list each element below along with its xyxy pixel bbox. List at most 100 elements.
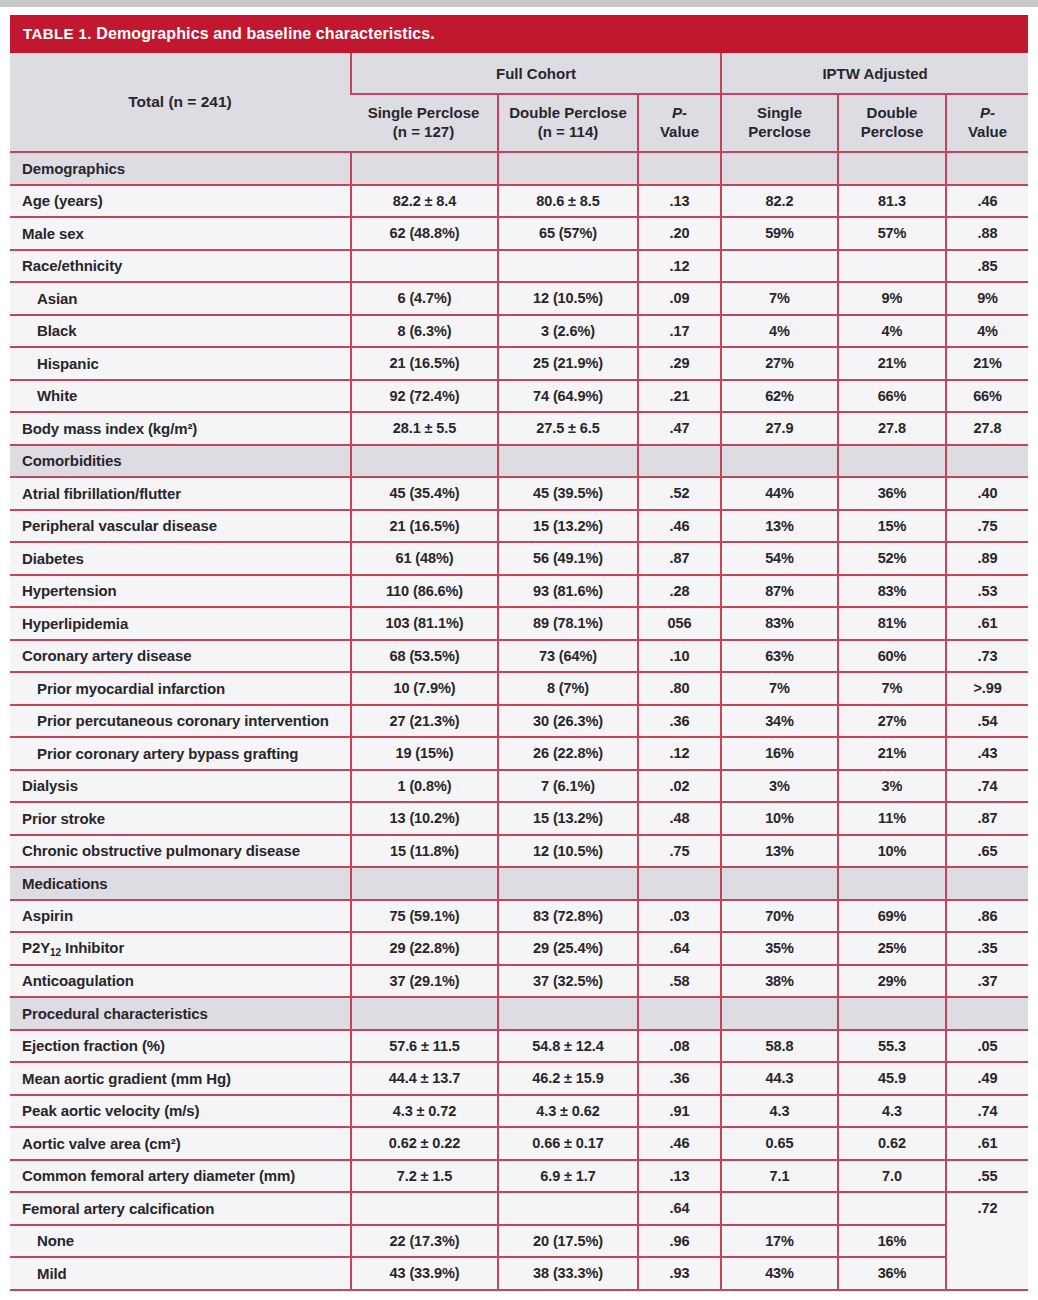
table-row: Femoral artery calcification.64.72 [10, 1193, 1028, 1226]
table-row: Race/ethnicity.12.85 [10, 251, 1028, 284]
cell-single-perclose-full: 37 (29.1%) [350, 966, 497, 999]
cell-single-perclose-full: 8 (6.3%) [350, 316, 497, 349]
section-cell-single-perclose-iptw [720, 446, 837, 479]
cell-single-perclose-iptw: 3% [720, 771, 837, 804]
cell-single-perclose-full: 68 (53.5%) [350, 641, 497, 674]
section-cell-double-perclose-full [497, 998, 637, 1031]
row-label: Hyperlipidemia [10, 608, 350, 641]
table-title-text: Demographics and baseline characteristic… [96, 25, 435, 42]
cell-p-value-iptw: 27.8 [945, 413, 1028, 446]
cell-double-perclose-iptw: 0.62 [837, 1128, 945, 1161]
cell-p-value-iptw: .72 [945, 1193, 1028, 1291]
cell-double-perclose-full [497, 251, 637, 284]
cell-p-value-full: .64 [637, 933, 720, 966]
cell-double-perclose-iptw: 81.3 [837, 186, 945, 219]
cell-p-value-iptw: .87 [945, 803, 1028, 836]
cell-p-value-iptw: .55 [945, 1161, 1028, 1194]
cell-single-perclose-full: 0.62 ± 0.22 [350, 1128, 497, 1161]
table-row: Mean aortic gradient (mm Hg)44.4 ± 13.74… [10, 1063, 1028, 1096]
cell-double-perclose-iptw: 21% [837, 348, 945, 381]
table-row: White92 (72.4%)74 (64.9%).2162%66%66% [10, 381, 1028, 414]
cell-p-value-full: .91 [637, 1096, 720, 1129]
section-cell-double-perclose-full [497, 868, 637, 901]
row-label: Body mass index (kg/m²) [10, 413, 350, 446]
cell-single-perclose-iptw: 7% [720, 283, 837, 316]
header-single-perclose-full: Single Perclose(n = 127) [350, 95, 497, 153]
cell-p-value-full: .28 [637, 576, 720, 609]
cell-single-perclose-iptw: 10% [720, 803, 837, 836]
cell-single-perclose-full: 62 (48.8%) [350, 218, 497, 251]
cell-p-value-iptw: 9% [945, 283, 1028, 316]
cell-p-value-iptw: .37 [945, 966, 1028, 999]
table-row: Mild43 (33.9%)38 (33.3%).9343%36% [10, 1258, 1028, 1291]
cell-p-value-full: .10 [637, 641, 720, 674]
table-row: Diabetes61 (48%)56 (49.1%).8754%52%.89 [10, 543, 1028, 576]
section-cell-double-perclose-iptw [837, 998, 945, 1031]
cell-p-value-full: .64 [637, 1193, 720, 1226]
cell-single-perclose-iptw: 62% [720, 381, 837, 414]
cell-p-value-iptw: 21% [945, 348, 1028, 381]
row-label: Chronic obstructive pulmonary disease [10, 836, 350, 869]
cell-double-perclose-full: 12 (10.5%) [497, 836, 637, 869]
cell-p-value-full: 056 [637, 608, 720, 641]
cell-double-perclose-iptw: 45.9 [837, 1063, 945, 1096]
cell-p-value-full: .02 [637, 771, 720, 804]
section-cell-p-value-iptw [945, 868, 1028, 901]
cell-p-value-full: .96 [637, 1226, 720, 1259]
cell-single-perclose-full: 45 (35.4%) [350, 478, 497, 511]
cell-p-value-full: .12 [637, 738, 720, 771]
cell-p-value-iptw: 4% [945, 316, 1028, 349]
section-cell-p-value-full [637, 998, 720, 1031]
section-label: Medications [10, 868, 350, 901]
section-cell-single-perclose-full [350, 446, 497, 479]
row-label: None [10, 1226, 350, 1259]
header-double-perclose-iptw: DoublePerclose [837, 95, 945, 153]
row-label: Prior myocardial infarction [10, 673, 350, 706]
cell-p-value-full: .12 [637, 251, 720, 284]
cell-single-perclose-full: 19 (15%) [350, 738, 497, 771]
table-row: Aspirin75 (59.1%)83 (72.8%).0370%69%.86 [10, 901, 1028, 934]
cell-single-perclose-iptw [720, 251, 837, 284]
cell-single-perclose-iptw: 0.65 [720, 1128, 837, 1161]
cell-single-perclose-full: 110 (86.6%) [350, 576, 497, 609]
cell-single-perclose-iptw: 16% [720, 738, 837, 771]
cell-double-perclose-iptw: 81% [837, 608, 945, 641]
page-top-edge [0, 0, 1038, 7]
cell-single-perclose-full: 57.6 ± 11.5 [350, 1031, 497, 1064]
cell-single-perclose-iptw: 58.8 [720, 1031, 837, 1064]
cell-double-perclose-full: 15 (13.2%) [497, 511, 637, 544]
row-label: Diabetes [10, 543, 350, 576]
section-row: Procedural characteristics [10, 998, 1028, 1031]
cell-single-perclose-iptw: 70% [720, 901, 837, 934]
cell-p-value-full: .80 [637, 673, 720, 706]
cell-double-perclose-iptw: 27% [837, 706, 945, 739]
section-cell-single-perclose-full [350, 153, 497, 186]
row-label: Hypertension [10, 576, 350, 609]
section-cell-single-perclose-iptw [720, 998, 837, 1031]
table-header: Total (n = 241) Full Cohort IPTW Adjuste… [10, 53, 1028, 153]
cell-double-perclose-full: 80.6 ± 8.5 [497, 186, 637, 219]
cell-single-perclose-full: 10 (7.9%) [350, 673, 497, 706]
cell-single-perclose-iptw: 4.3 [720, 1096, 837, 1129]
cell-double-perclose-full: 8 (7%) [497, 673, 637, 706]
cell-p-value-full: .08 [637, 1031, 720, 1064]
header-group-iptw-adjusted: IPTW Adjusted [720, 53, 1028, 95]
header-double-perclose-full: Double Perclose(n = 114) [497, 95, 637, 153]
cell-single-perclose-iptw: 13% [720, 836, 837, 869]
row-label: Aspirin [10, 901, 350, 934]
table-row: Asian6 (4.7%)12 (10.5%).097%9%9% [10, 283, 1028, 316]
cell-p-value-full: .46 [637, 511, 720, 544]
cell-double-perclose-full: 54.8 ± 12.4 [497, 1031, 637, 1064]
cell-single-perclose-iptw: 54% [720, 543, 837, 576]
row-label: Age (years) [10, 186, 350, 219]
row-label: Mild [10, 1258, 350, 1291]
row-label: Prior percutaneous coronary intervention [10, 706, 350, 739]
cell-double-perclose-iptw: 25% [837, 933, 945, 966]
cell-p-value-full: .17 [637, 316, 720, 349]
section-cell-p-value-iptw [945, 998, 1028, 1031]
cell-p-value-full: .09 [637, 283, 720, 316]
table-row: Coronary artery disease68 (53.5%)73 (64%… [10, 641, 1028, 674]
cell-p-value-full: .21 [637, 381, 720, 414]
cell-p-value-iptw: >.99 [945, 673, 1028, 706]
cell-double-perclose-iptw: 21% [837, 738, 945, 771]
